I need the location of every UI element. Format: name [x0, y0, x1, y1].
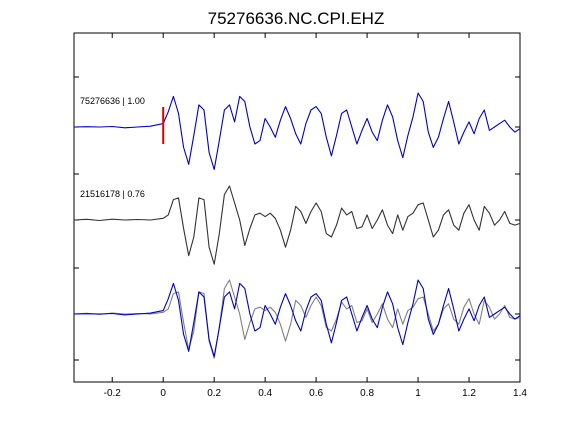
x-tick-label: -0.2 — [104, 388, 122, 399]
overlay-trace-secondary — [73, 279, 521, 359]
x-tick-label: 1.4 — [513, 388, 527, 399]
trace-1 — [73, 92, 521, 171]
trace-label: 21516178 | 0.76 — [80, 189, 145, 199]
trace-2 — [73, 185, 521, 265]
traces — [73, 92, 521, 359]
x-tick-label: 0.6 — [309, 388, 323, 399]
trace-label: 75276636 | 1.00 — [80, 96, 145, 106]
x-tick-label: 0 — [160, 388, 166, 399]
x-tick-label: 1.2 — [462, 388, 476, 399]
x-tick-label: 0.2 — [207, 388, 221, 399]
x-tick-label: 0.8 — [360, 388, 374, 399]
overlay-trace-primary — [73, 279, 521, 358]
x-tick-label: 0.4 — [258, 388, 272, 399]
trace-labels: 75276636 | 1.00 21516178 | 0.76 — [80, 96, 145, 199]
chart-title: 75276636.NC.CPI.EHZ — [208, 9, 385, 28]
axis-ticks: -0.2 0 0.2 0.4 0.6 0.8 1 1.2 1.4 — [74, 33, 527, 399]
plot-frame — [73, 32, 521, 383]
x-tick-label: 1 — [415, 388, 421, 399]
